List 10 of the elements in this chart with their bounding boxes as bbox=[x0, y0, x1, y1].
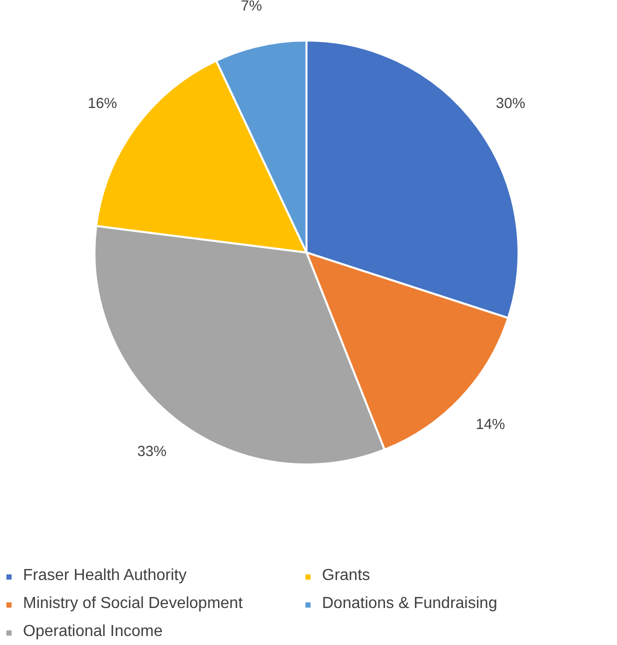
data-label: 7% bbox=[240, 0, 262, 14]
legend-label: Donations & Fundraising bbox=[322, 595, 498, 613]
legend-label: Grants bbox=[322, 567, 372, 585]
data-label: 14% bbox=[476, 417, 506, 434]
legend-label: Ministry of Social Development bbox=[23, 595, 244, 613]
data-label: 30% bbox=[496, 96, 526, 112]
data-label: 33% bbox=[137, 444, 167, 460]
data-label: 16% bbox=[88, 96, 118, 112]
legend-label: Operational Income bbox=[23, 623, 164, 641]
legend-label: Fraser Health Authority bbox=[23, 567, 188, 585]
